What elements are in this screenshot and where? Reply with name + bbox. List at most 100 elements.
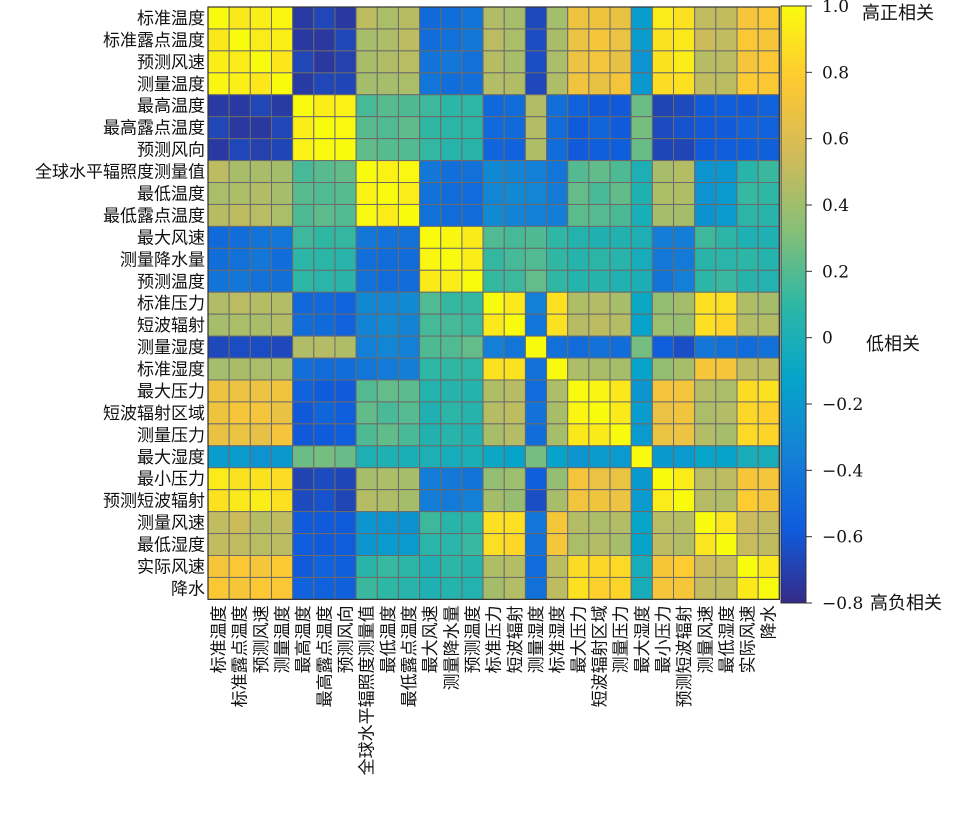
heatmap-cell	[313, 94, 336, 118]
heatmap-cell	[270, 160, 294, 184]
heatmap-cell	[524, 72, 548, 96]
heatmap-cell	[694, 511, 717, 535]
heatmap-cell	[440, 6, 463, 30]
heatmap-cell	[397, 511, 421, 535]
heatmap-cell	[228, 445, 251, 469]
heatmap-cell	[503, 50, 526, 74]
heatmap-cell	[524, 269, 548, 293]
heatmap-cell	[503, 467, 526, 491]
heatmap-cell	[334, 203, 357, 227]
heatmap-cell	[249, 379, 272, 403]
heatmap-cell	[482, 533, 505, 556]
heatmap-cell	[461, 401, 484, 425]
heatmap-cell	[461, 182, 484, 205]
heatmap-cell	[694, 533, 717, 556]
heatmap-cell	[292, 116, 315, 140]
heatmap-cell	[503, 313, 526, 337]
heatmap-cell	[397, 467, 421, 491]
heatmap-cell	[292, 203, 315, 227]
heatmap-cell	[461, 335, 484, 359]
heatmap-cell	[207, 511, 230, 535]
heatmap-cell	[207, 555, 230, 578]
heatmap-cell	[524, 357, 548, 381]
row-label: 测量风速	[137, 514, 205, 534]
heatmap-cell	[651, 72, 675, 96]
heatmap-cell	[292, 138, 315, 162]
heatmap-cell	[609, 116, 632, 140]
heatmap-cell	[207, 28, 230, 52]
heatmap-cell	[461, 50, 484, 74]
heatmap-cell	[757, 247, 780, 271]
heatmap-cell	[694, 467, 717, 491]
heatmap-cell	[609, 576, 632, 600]
heatmap-cell	[228, 423, 251, 447]
heatmap-cell	[694, 225, 717, 249]
heatmap-cell	[736, 72, 759, 96]
heatmap-cell	[524, 576, 548, 600]
heatmap-cell	[270, 247, 294, 271]
heatmap-cell	[270, 423, 294, 447]
heatmap-cell	[609, 72, 632, 96]
heatmap-cell	[757, 269, 780, 293]
heatmap-cell	[376, 379, 399, 403]
heatmap-frame	[207, 6, 780, 600]
heatmap-cell	[567, 247, 590, 271]
heatmap-cell	[313, 6, 336, 30]
heatmap-cell	[440, 269, 463, 293]
heatmap-cell	[715, 445, 738, 469]
heatmap-cell	[694, 379, 717, 403]
heatmap-cell	[313, 467, 336, 491]
heatmap-cell	[228, 269, 251, 293]
row-label: 预测短波辐射	[103, 492, 205, 512]
heatmap-cell	[228, 50, 251, 74]
heatmap-cell	[207, 576, 230, 600]
heatmap-cell	[736, 489, 759, 513]
heatmap-cell	[546, 291, 569, 315]
heatmap-cell	[440, 291, 463, 315]
colorbar-tick-label: 1.0	[822, 0, 849, 17]
heatmap-cell	[419, 467, 442, 491]
heatmap-cell	[609, 138, 632, 162]
heatmap-cell	[503, 401, 526, 425]
heatmap-cell	[207, 225, 230, 249]
heatmap-cell	[376, 72, 399, 96]
heatmap-cell	[757, 555, 780, 578]
heatmap-cell	[630, 182, 653, 205]
row-label: 测量压力	[137, 426, 205, 446]
heatmap-cell	[461, 379, 484, 403]
heatmap-cell	[546, 335, 569, 359]
heatmap-cell	[609, 401, 632, 425]
heatmap-cell	[313, 576, 336, 600]
heatmap-cell	[482, 269, 505, 293]
heatmap-cell	[567, 401, 590, 425]
heatmap-cell	[440, 94, 463, 118]
heatmap-cell	[630, 225, 653, 249]
heatmap-cell	[270, 72, 294, 96]
heatmap-cell	[757, 335, 780, 359]
heatmap-cell	[482, 467, 505, 491]
column-label: 标准温度	[210, 605, 230, 673]
heatmap-cell	[651, 357, 675, 381]
heatmap-cell	[419, 225, 442, 249]
heatmap-cell	[207, 50, 230, 74]
heatmap-cell	[546, 445, 569, 469]
heatmap-cell	[482, 116, 505, 140]
heatmap-cell	[440, 50, 463, 74]
heatmap-cell	[524, 116, 548, 140]
heatmap-cell	[397, 94, 421, 118]
heatmap-cell	[461, 423, 484, 447]
heatmap-cell	[249, 489, 272, 513]
heatmap-cell	[313, 50, 336, 74]
heatmap-cell	[397, 6, 421, 30]
heatmap-cells	[207, 6, 780, 600]
heatmap-cell	[524, 50, 548, 74]
heatmap-cell	[757, 467, 780, 491]
heatmap-cell	[440, 138, 463, 162]
heatmap-cell	[651, 335, 675, 359]
heatmap-cell	[355, 357, 378, 381]
heatmap-cell	[609, 247, 632, 271]
row-label: 最低湿度	[137, 536, 205, 556]
heatmap-cell	[651, 116, 675, 140]
heatmap-cell	[207, 423, 230, 447]
heatmap-cell	[567, 313, 590, 337]
